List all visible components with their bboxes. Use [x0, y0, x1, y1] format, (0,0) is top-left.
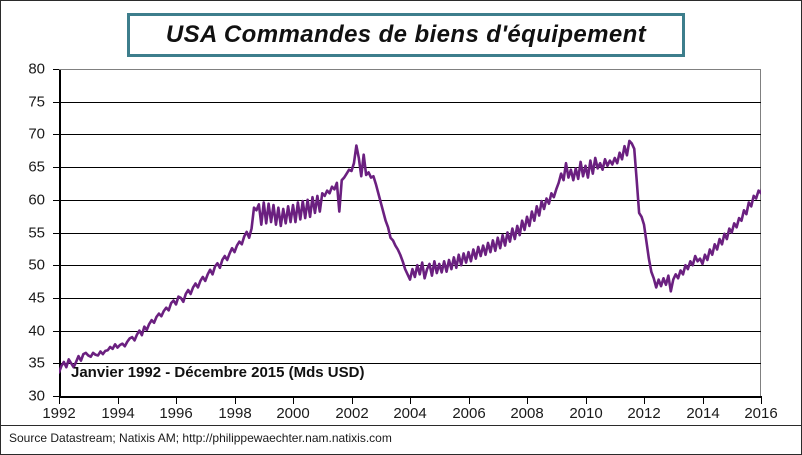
x-tick-mark	[293, 398, 294, 404]
x-tick-label: 2012	[627, 405, 661, 422]
x-tick-mark	[352, 398, 353, 404]
series-line-usa-commandes	[59, 139, 761, 374]
x-tick-label: 2004	[393, 405, 427, 422]
y-tick-mark	[53, 200, 59, 201]
gridline	[59, 69, 761, 70]
y-tick-label: 60	[28, 191, 45, 209]
gridline	[59, 363, 761, 364]
y-tick-label: 30	[28, 387, 45, 405]
y-tick-label: 50	[28, 256, 45, 274]
y-tick-mark	[53, 134, 59, 135]
x-tick-mark	[469, 398, 470, 404]
x-tick-label: 2006	[452, 405, 486, 422]
gridline	[59, 167, 761, 168]
gridline	[59, 200, 761, 201]
x-tick-mark	[586, 398, 587, 404]
x-tick-mark	[176, 398, 177, 404]
y-tick-mark	[53, 265, 59, 266]
x-tick-mark	[644, 398, 645, 404]
x-tick-mark	[410, 398, 411, 404]
x-tick-label: 1992	[42, 405, 76, 422]
x-tick-label: 2008	[510, 405, 544, 422]
source-note: Source Datastream; Natixis AM; http://ph…	[9, 431, 392, 445]
chart-subtitle: Janvier 1992 - Décembre 2015 (Mds USD)	[71, 364, 365, 381]
gridline	[59, 134, 761, 135]
x-tick-label: 2000	[276, 405, 310, 422]
x-tick-label: 1994	[101, 405, 135, 422]
y-tick-mark	[53, 233, 59, 234]
y-tick-mark	[53, 167, 59, 168]
x-tick-label: 1996	[159, 405, 193, 422]
x-tick-mark	[527, 398, 528, 404]
footer-divider	[1, 425, 801, 426]
x-tick-mark	[118, 398, 119, 404]
x-tick-label: 2002	[335, 405, 369, 422]
y-tick-mark	[53, 69, 59, 70]
series-plot	[59, 139, 761, 374]
y-tick-label: 75	[28, 93, 45, 111]
y-tick-label: 70	[28, 125, 45, 143]
y-tick-label: 55	[28, 224, 45, 242]
y-tick-mark	[53, 102, 59, 103]
gridline	[59, 102, 761, 103]
y-tick-label: 65	[28, 158, 45, 176]
x-tick-label: 2014	[686, 405, 720, 422]
x-axis-line	[59, 396, 762, 398]
x-tick-label: 1998	[218, 405, 252, 422]
x-tick-mark	[235, 398, 236, 404]
x-tick-mark	[761, 398, 762, 404]
x-tick-label: 2016	[744, 405, 778, 422]
page-title: USA Commandes de biens d'équipement	[165, 21, 647, 48]
y-tick-mark	[53, 363, 59, 364]
chart-title-box: USA Commandes de biens d'équipement	[127, 13, 685, 57]
y-tick-label: 35	[28, 354, 45, 372]
gridline	[59, 265, 761, 266]
x-tick-mark	[59, 398, 60, 404]
y-tick-label: 45	[28, 289, 45, 307]
x-tick-mark	[703, 398, 704, 404]
gridline	[59, 331, 761, 332]
gridline	[59, 233, 761, 234]
y-tick-label: 80	[28, 60, 45, 78]
y-tick-mark	[53, 298, 59, 299]
x-tick-label: 2010	[569, 405, 603, 422]
y-tick-label: 40	[28, 322, 45, 340]
y-tick-mark	[53, 396, 59, 397]
gridline	[59, 298, 761, 299]
y-tick-mark	[53, 331, 59, 332]
